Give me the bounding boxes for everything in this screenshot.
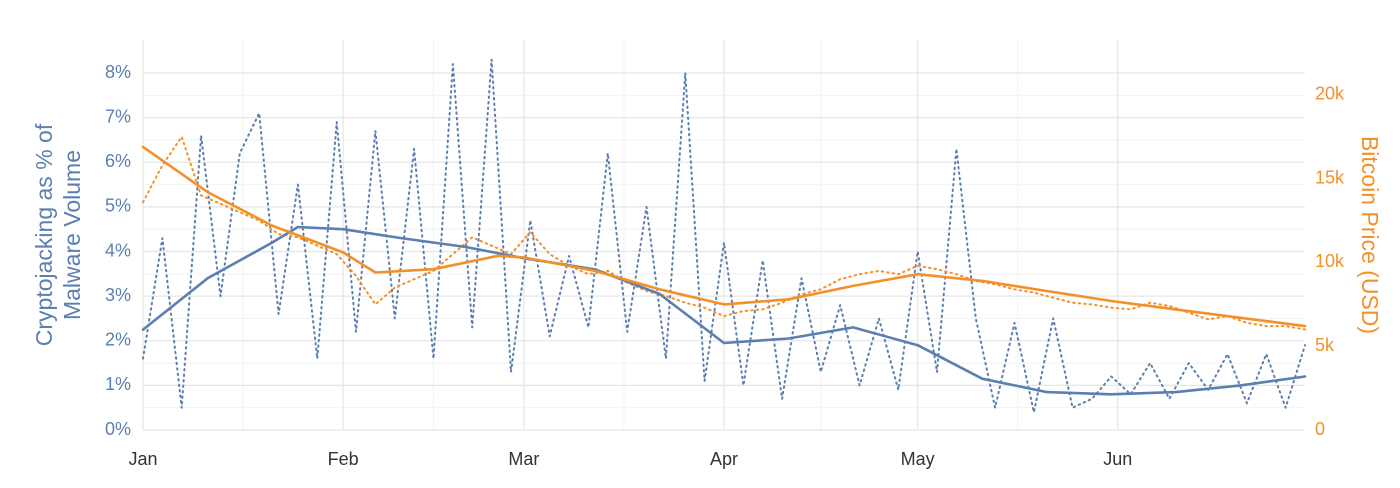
y-tick-label: 1%	[105, 374, 131, 394]
y-tick-label: 6%	[105, 151, 131, 171]
x-tick-label: Mar	[508, 449, 539, 469]
y2-tick-label: 20k	[1315, 84, 1345, 104]
y-tick-label: 0%	[105, 419, 131, 439]
y-tick-label: 4%	[105, 240, 131, 260]
x-tick-label: May	[901, 449, 935, 469]
y-axis-title-line: Cryptojacking as % of	[31, 123, 57, 346]
x-tick-label: Jan	[128, 449, 157, 469]
raw-line	[142, 135, 1306, 331]
y-tick-label: 7%	[105, 106, 131, 126]
smoothed-line	[141, 225, 1307, 396]
smoothed-line	[141, 145, 1307, 328]
y-tick-label: 8%	[105, 62, 131, 82]
y2-tick-label: 0	[1315, 419, 1325, 439]
y2-tick-label: 5k	[1315, 335, 1335, 355]
x-tick-label: Jun	[1103, 449, 1132, 469]
y2-tick-label: 10k	[1315, 251, 1345, 271]
raw-line	[142, 58, 1306, 414]
y-axis-title: Cryptojacking as % of Malware Volume	[31, 123, 85, 346]
y2-tick-label: 15k	[1315, 167, 1345, 187]
y-axis-title-line: Malware Volume	[59, 150, 85, 320]
y-tick-label: 3%	[105, 285, 131, 305]
y2-axis-title: Bitcoin Price (USD)	[1357, 136, 1383, 334]
x-tick-label: Feb	[328, 449, 359, 469]
x-tick-label: Apr	[710, 449, 738, 469]
y-tick-label: 2%	[105, 330, 131, 350]
y-tick-label: 5%	[105, 196, 131, 216]
